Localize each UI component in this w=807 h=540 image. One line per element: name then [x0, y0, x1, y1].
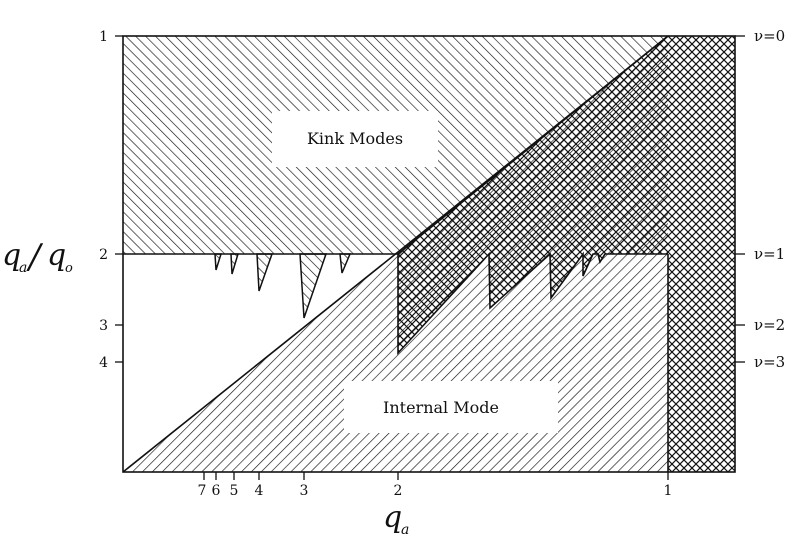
kink-modes-label: Kink Modes	[307, 129, 403, 148]
internal-mode-label: Internal Mode	[383, 398, 499, 417]
y-tick-2: 2	[99, 247, 108, 263]
y-axis-title: q a / q o	[2, 237, 73, 277]
y-title-sub-a: a	[19, 260, 27, 276]
y-title-sub-o: o	[65, 261, 73, 276]
x-tick-1: 1	[664, 483, 673, 499]
y-tick-4: 4	[99, 355, 108, 371]
x-tick-6: 6	[212, 483, 221, 499]
x-title-q: q	[383, 500, 402, 535]
overlap-region	[398, 36, 735, 472]
nu-ticks	[735, 35, 745, 363]
y-title-q1: q	[2, 238, 21, 273]
y-tick-1: 1	[99, 29, 108, 45]
y-title-q2: q	[47, 238, 66, 273]
diagram-outlines	[122, 35, 669, 473]
x-title-sub-a: a	[401, 522, 409, 538]
y-tick-3: 3	[99, 318, 108, 334]
x-tick-4: 4	[255, 483, 264, 499]
nu-label-0: ν=0	[754, 27, 785, 45]
y-axis-ticks	[115, 35, 123, 363]
x-tick-7: 7	[198, 483, 207, 499]
nu-label-2: ν=2	[754, 316, 785, 334]
x-tick-5: 5	[230, 483, 239, 499]
x-tick-3: 3	[300, 483, 309, 499]
nu-label-3: ν=3	[754, 353, 785, 371]
kink-label-box	[272, 111, 438, 167]
y-title-slash: /	[26, 237, 44, 277]
internal-label-box	[344, 381, 558, 433]
nu-label-1: ν=1	[754, 245, 785, 263]
x-axis-title: q a	[383, 500, 409, 538]
x-tick-2: 2	[394, 483, 403, 499]
x-axis-ticks	[203, 472, 669, 480]
